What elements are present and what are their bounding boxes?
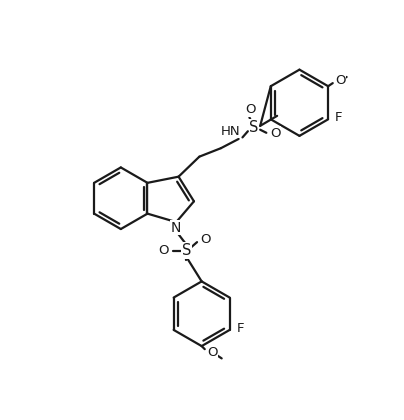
Text: O: O (335, 74, 346, 87)
Text: N: N (171, 220, 181, 234)
Text: F: F (335, 111, 343, 124)
Text: F: F (237, 322, 244, 335)
Text: HN: HN (221, 125, 241, 138)
Text: O: O (270, 127, 281, 140)
Text: O: O (200, 233, 211, 246)
Text: O: O (245, 103, 255, 116)
Text: S: S (249, 120, 259, 135)
Text: S: S (181, 243, 191, 258)
Text: O: O (207, 346, 218, 359)
Text: O: O (158, 244, 168, 257)
